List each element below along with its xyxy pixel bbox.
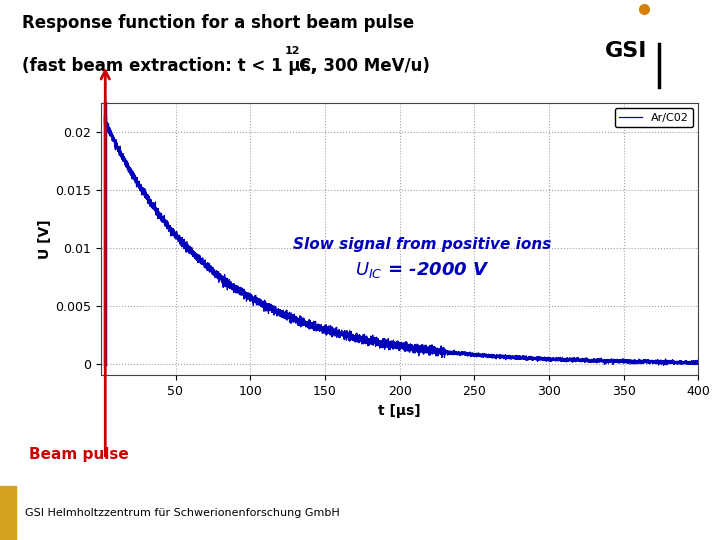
Line: Ar/C02: Ar/C02 [105, 120, 698, 366]
Text: Response function for a short beam pulse: Response function for a short beam pulse [22, 14, 414, 32]
Text: Slow signal from positive ions: Slow signal from positive ions [293, 237, 552, 252]
Ar/C02 [111, 139, 120, 146]
Text: C, 300 MeV/u): C, 300 MeV/u) [299, 57, 430, 75]
Ar/C02 [675, 361, 683, 367]
Ar/C02 [502, 353, 510, 359]
X-axis label: t [μs]: t [μs] [378, 403, 421, 417]
Y-axis label: U [V]: U [V] [38, 219, 53, 259]
Ar/C02 [694, 358, 703, 365]
Ar/C02 [672, 359, 680, 365]
Legend: Ar/C02: Ar/C02 [615, 108, 693, 127]
Text: $U_{IC}$ = -2000 V: $U_{IC}$ = -2000 V [355, 260, 490, 280]
Bar [0, 486, 16, 540]
Text: 12: 12 [284, 46, 300, 56]
Ar/C02 [101, 121, 109, 127]
Text: (fast beam extraction: t < 1 μs,: (fast beam extraction: t < 1 μs, [22, 57, 339, 75]
Ar/C02 [660, 362, 668, 369]
Text: GSI Helmholtzzentrum für Schwerionenforschung GmbH: GSI Helmholtzzentrum für Schwerionenfors… [25, 508, 340, 518]
Ar/C02 [300, 317, 308, 323]
Text: Beam pulse: Beam pulse [29, 447, 129, 462]
Ar/C02 [102, 117, 110, 123]
Text: GSI: GSI [606, 42, 647, 62]
Ar/C02 [549, 356, 557, 363]
